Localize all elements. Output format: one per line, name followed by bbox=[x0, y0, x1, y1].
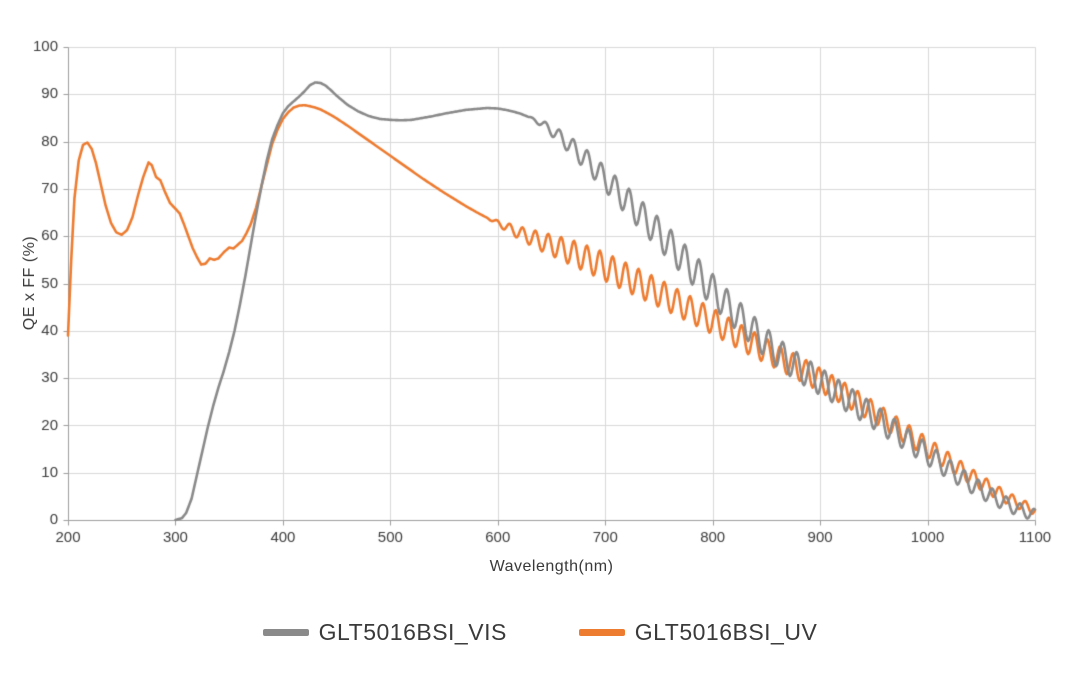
x-axis-label: Wavelength(nm) bbox=[489, 558, 614, 575]
qe-chart-plot-area bbox=[0, 0, 1080, 600]
legend-item-uv: GLT5016BSI_UV bbox=[578, 618, 818, 646]
chart-legend: GLT5016BSI_VIS GLT5016BSI_UV bbox=[0, 610, 1080, 654]
legend-label-vis: GLT5016BSI_VIS bbox=[318, 618, 507, 645]
y-axis-label: QE x FF (%) bbox=[21, 235, 38, 331]
legend-swatch-uv bbox=[578, 628, 625, 636]
legend-item-vis: GLT5016BSI_VIS bbox=[262, 618, 507, 646]
legend-label-uv: GLT5016BSI_UV bbox=[634, 618, 818, 645]
legend-swatch-vis bbox=[262, 628, 309, 636]
